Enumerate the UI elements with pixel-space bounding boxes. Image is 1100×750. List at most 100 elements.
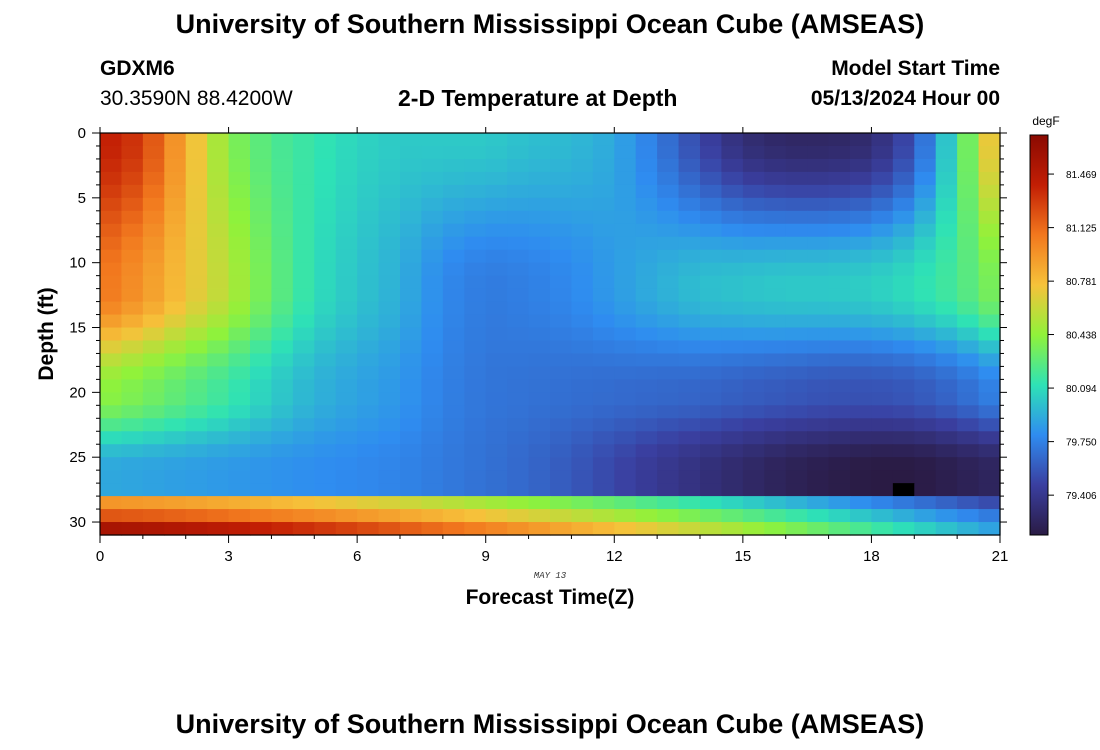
heatmap-cell	[228, 184, 251, 199]
heatmap-cell	[507, 223, 530, 238]
heatmap-cell	[678, 314, 701, 329]
heatmap-cell	[871, 223, 894, 238]
heatmap-cell	[635, 171, 658, 186]
heatmap-cell	[678, 275, 701, 290]
heatmap-cell	[914, 366, 937, 380]
heatmap-cell	[935, 249, 958, 264]
heatmap-cell	[635, 158, 658, 173]
heatmap-cell	[571, 301, 594, 316]
heatmap-cell	[742, 366, 765, 380]
heatmap-cell	[228, 275, 251, 290]
heatmap-cell	[250, 133, 273, 147]
heatmap-cell	[571, 314, 594, 329]
heatmap-cell	[700, 470, 723, 484]
heatmap-cell	[550, 522, 573, 536]
heatmap-cell	[892, 353, 915, 368]
heatmap-cell	[742, 262, 765, 277]
heatmap-cell	[464, 483, 487, 497]
heatmap-cell	[914, 418, 937, 432]
heatmap-cell	[678, 353, 701, 368]
heatmap-cell	[185, 133, 208, 147]
heatmap-cell	[100, 366, 123, 380]
heatmap-cell	[828, 418, 851, 432]
heatmap-cell	[828, 262, 851, 277]
heatmap-cell	[442, 197, 465, 212]
heatmap-cell	[807, 314, 830, 329]
heatmap-cell	[678, 158, 701, 173]
heatmap-cell	[100, 197, 123, 212]
heatmap-cell	[700, 158, 723, 173]
heatmap-cell	[657, 327, 680, 342]
heatmap-cell	[485, 301, 508, 316]
heatmap-cell	[121, 133, 144, 147]
heatmap-cell	[871, 496, 894, 510]
heatmap-cell	[400, 210, 423, 225]
heatmap-cell	[592, 418, 615, 432]
heatmap-cell	[700, 275, 723, 290]
heatmap-cell	[142, 418, 165, 432]
heatmap-cell	[742, 249, 765, 264]
heatmap-cell	[250, 184, 273, 199]
heatmap-cell	[228, 223, 251, 238]
heatmap-cell	[571, 522, 594, 536]
heatmap-cell	[764, 262, 787, 277]
heatmap-cell	[442, 262, 465, 277]
y-tick-label: 15	[69, 320, 86, 337]
heatmap-cell	[314, 223, 337, 238]
heatmap-cell	[571, 249, 594, 264]
heatmap-cell	[314, 210, 337, 225]
heatmap-cell	[678, 405, 701, 419]
heatmap-cell	[185, 249, 208, 264]
heatmap-cell	[892, 210, 915, 225]
heatmap-cell	[378, 496, 401, 510]
heatmap-cell	[957, 301, 980, 316]
heatmap-cell	[100, 236, 123, 251]
heatmap-cell	[464, 236, 487, 251]
heatmap-cell	[635, 249, 658, 264]
heatmap-cell	[828, 457, 851, 471]
heatmap-cell	[400, 275, 423, 290]
heatmap-cell	[978, 171, 1001, 186]
heatmap-cell	[400, 379, 423, 393]
heatmap-cell	[185, 470, 208, 484]
heatmap-cell	[400, 340, 423, 355]
heatmap-cell	[357, 301, 380, 316]
heatmap-cell	[185, 275, 208, 290]
heatmap-cell	[357, 197, 380, 212]
heatmap-cell	[957, 431, 980, 445]
heatmap-cell	[914, 314, 937, 329]
heatmap-cell	[721, 431, 744, 445]
heatmap-cell	[335, 262, 358, 277]
heatmap-cell	[914, 184, 937, 199]
heatmap-cell	[635, 418, 658, 432]
heatmap-cell	[892, 444, 915, 458]
heatmap-cell	[785, 223, 808, 238]
heatmap-cell	[485, 496, 508, 510]
heatmap-cell	[271, 133, 294, 147]
heatmap-cell	[657, 418, 680, 432]
heatmap-cell	[507, 262, 530, 277]
heatmap-cell	[485, 158, 508, 173]
heatmap-cell	[142, 405, 165, 419]
heatmap-cell	[592, 288, 615, 303]
heatmap-cell	[614, 405, 637, 419]
heatmap-cell	[614, 275, 637, 290]
heatmap-cell	[935, 197, 958, 212]
heatmap-cell	[464, 457, 487, 471]
heatmap-cell	[314, 249, 337, 264]
heatmap-cell	[550, 171, 573, 186]
heatmap-cell	[142, 522, 165, 536]
heatmap-cell	[785, 431, 808, 445]
heatmap-cell	[657, 314, 680, 329]
heatmap-cell	[978, 223, 1001, 238]
heatmap-cell	[614, 184, 637, 199]
heatmap-cell	[764, 340, 787, 355]
heatmap-cell	[550, 301, 573, 316]
heatmap-cell	[807, 405, 830, 419]
heatmap-cell	[421, 158, 444, 173]
heatmap-cell	[442, 340, 465, 355]
heatmap-cell	[271, 483, 294, 497]
heatmap-cell	[228, 379, 251, 393]
heatmap-cell	[528, 249, 551, 264]
heatmap-cell	[978, 197, 1001, 212]
